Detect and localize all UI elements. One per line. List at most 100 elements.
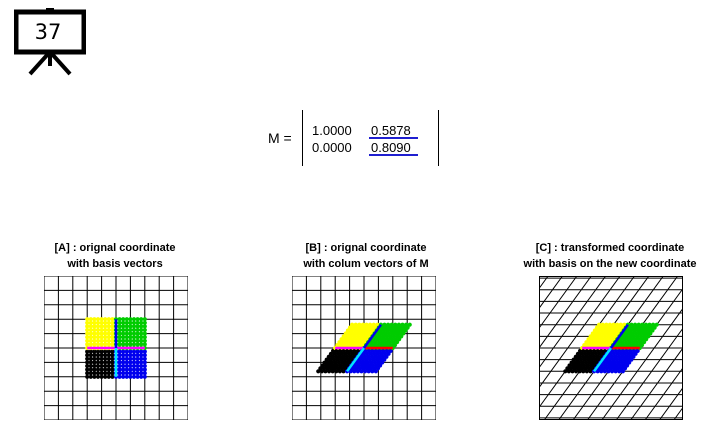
data-point [106,374,111,379]
data-point [92,353,97,358]
data-point [88,324,93,329]
panel-c-title: [C] : transformed coordinate with basis … [510,240,710,272]
data-point [652,325,657,330]
data-point [88,360,93,365]
data-point [121,342,126,347]
data-point [142,353,147,358]
data-point [142,367,147,372]
data-point [330,369,335,374]
data-point [635,348,640,354]
data-point [117,320,122,325]
data-point [124,342,129,347]
data-point [95,367,101,372]
data-point [131,317,137,322]
data-point [99,338,104,343]
data-point [355,369,360,374]
data-point [142,356,147,361]
data-point [599,369,604,374]
panel-b-title-line2: with colum vectors of M [303,258,429,270]
data-point [627,360,632,365]
data-point [131,342,137,347]
data-point [606,369,611,374]
data-point [85,367,90,372]
data-point [117,335,122,340]
data-point [128,338,133,343]
data-point [386,351,391,356]
data-point [397,337,402,342]
data-point [99,371,104,376]
data-point [135,367,140,372]
grid-line-slanted [630,347,683,420]
grid-line-slanted [601,307,683,420]
data-point [121,356,126,361]
data-point [85,324,90,329]
data-point [337,369,342,374]
data-point [121,331,126,336]
matrix-left-bracket [302,110,303,166]
data-point [103,360,108,365]
data-point [92,367,97,372]
data-point [117,360,122,365]
column-vector-y-lower [593,347,613,373]
data-point [629,357,634,362]
data-point [121,317,126,322]
data-point [106,338,111,343]
data-point [85,371,90,376]
data-point [128,363,133,369]
data-point [135,327,140,333]
data-point [92,320,97,325]
data-point [88,320,93,325]
panel-a-title-line1: [A] : orignal coordinate [54,242,176,254]
data-point [131,371,137,376]
data-point [103,338,108,343]
data-point [334,369,339,374]
data-point [135,338,140,343]
panel-c-grid [539,276,683,420]
data-point [99,360,104,365]
data-point [99,374,104,379]
data-point [135,363,140,369]
data-point [110,353,115,358]
data-point [142,324,147,329]
column-vector-underline-2 [369,154,418,156]
data-point [88,335,93,340]
data-point [139,338,144,343]
data-point [121,338,126,343]
data-point [401,331,406,336]
data-point [110,356,115,361]
data-point [131,320,137,325]
data-point [403,328,408,333]
grid-line-slanted [539,276,563,310]
data-point [124,320,129,325]
data-point [85,374,90,379]
data-point [128,356,133,361]
data-point [106,335,111,340]
data-point [106,324,111,329]
data-point [650,328,655,333]
data-point [103,367,108,372]
data-point [99,327,104,333]
data-point [392,342,398,348]
data-point [99,324,104,329]
data-point [85,356,90,361]
data-point [131,335,137,340]
data-point [106,331,111,336]
data-point [128,327,133,333]
data-point [135,356,140,361]
data-point [316,369,321,374]
data-point [359,369,364,374]
data-point [631,354,636,359]
data-point [142,349,147,354]
matrix-right-bracket [438,110,439,166]
data-point [121,360,126,365]
data-point [99,349,104,354]
data-point [95,349,101,354]
data-point [139,374,144,379]
data-point [370,369,375,374]
data-point [124,338,129,343]
data-point [142,363,147,369]
data-point [135,324,140,329]
data-point [92,338,97,343]
data-point [110,324,115,329]
data-point [644,337,649,342]
